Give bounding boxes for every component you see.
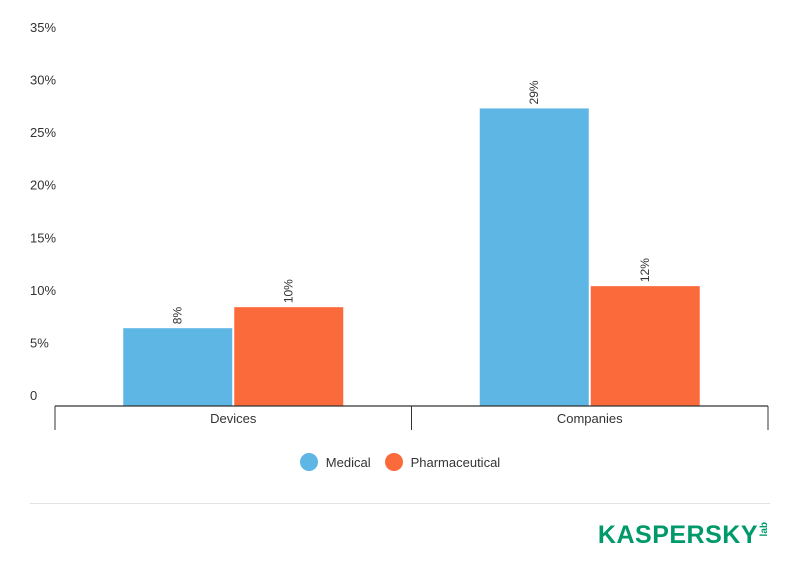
y-tick-label: 20% bbox=[30, 178, 56, 193]
x-category-label: Companies bbox=[557, 411, 623, 426]
y-tick-label: 35% bbox=[30, 20, 56, 35]
legend-swatch-pharmaceutical bbox=[384, 453, 403, 471]
footer-divider bbox=[30, 503, 770, 504]
data-label: 8% bbox=[171, 307, 185, 325]
data-label: 12% bbox=[638, 258, 652, 282]
legend-swatch-medical bbox=[299, 453, 318, 471]
bar-medical-devices[interactable] bbox=[123, 328, 233, 406]
bars bbox=[123, 108, 700, 407]
x-axis: Devices Companies bbox=[54, 405, 769, 430]
legend-item-pharmaceutical[interactable]: Pharmaceutical bbox=[384, 453, 501, 471]
y-tick-label: 5% bbox=[30, 335, 49, 350]
bar-chart: 0 5% 10% 15% 20% 25% 30% 35% 8% 10% 29% 12% Device… bbox=[30, 20, 769, 430]
data-label: 29% bbox=[527, 80, 541, 104]
kaspersky-lab-logo: KASPERSKY lab bbox=[598, 522, 770, 548]
y-tick-label: 0 bbox=[30, 388, 37, 403]
legend-label-medical: Medical bbox=[325, 454, 371, 470]
y-axis-ticks: 0 5% 10% 15% 20% 25% 30% 35% bbox=[30, 20, 56, 403]
y-tick-label: 25% bbox=[30, 125, 56, 140]
y-tick-label: 15% bbox=[30, 230, 56, 245]
legend-item-medical[interactable]: Medical bbox=[299, 453, 371, 471]
data-label: 10% bbox=[282, 279, 296, 303]
brand-name: KASPERSKY bbox=[597, 521, 758, 549]
x-category-label: Devices bbox=[210, 411, 257, 426]
bar-pharmaceutical-devices[interactable] bbox=[234, 307, 344, 406]
data-labels: 8% 10% 29% 12% bbox=[171, 80, 653, 324]
legend: Medical Pharmaceutical bbox=[0, 453, 800, 471]
brand-sub: lab bbox=[759, 522, 770, 537]
legend-label-pharmaceutical: Pharmaceutical bbox=[410, 454, 501, 470]
y-tick-label: 30% bbox=[30, 73, 56, 88]
bar-pharmaceutical-companies[interactable] bbox=[590, 286, 700, 406]
y-tick-label: 10% bbox=[30, 283, 56, 298]
bar-medical-companies[interactable] bbox=[479, 108, 589, 407]
